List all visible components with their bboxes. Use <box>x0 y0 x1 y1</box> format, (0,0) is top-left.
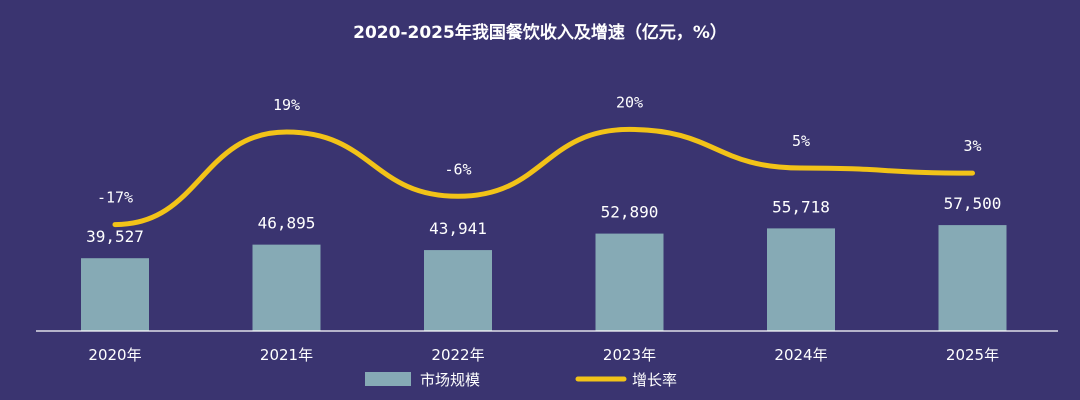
bar-2025年 <box>938 225 1007 331</box>
growth-rate-line <box>112 126 975 228</box>
bar-data-label: 57,500 <box>944 194 1002 213</box>
legend-line-label: 增长率 <box>632 371 677 389</box>
bar-2023年 <box>595 233 664 331</box>
rate-data-labels: -17% 19% -6% 20% 5% 3% <box>97 93 982 206</box>
rate-data-label: -17% <box>97 189 133 207</box>
rate-data-label: -6% <box>444 160 471 178</box>
x-tick-label: 2025年 <box>946 346 999 364</box>
x-tick-label: 2022年 <box>431 346 484 364</box>
x-tick-label: 2024年 <box>774 346 827 364</box>
bar-data-label: 46,895 <box>258 214 316 233</box>
bar-2024年 <box>767 228 835 331</box>
bar-2020年 <box>81 258 149 331</box>
rate-data-label: 19% <box>273 96 300 114</box>
bar-data-label: 52,890 <box>601 203 659 222</box>
rate-data-label: 20% <box>616 93 643 111</box>
legend-bar-label: 市场规模 <box>420 371 480 389</box>
bar-2022年 <box>424 250 492 331</box>
legend: 市场规模 增长率 <box>365 371 677 389</box>
x-tick-label: 2023年 <box>603 346 656 364</box>
rate-data-label: 5% <box>792 132 810 150</box>
legend-bar-swatch <box>365 372 411 386</box>
x-tick-label: 2021年 <box>260 346 313 364</box>
bar-2021年 <box>252 244 321 331</box>
bar-data-label: 39,527 <box>86 227 144 246</box>
bar-series <box>81 225 1007 331</box>
bar-data-labels: 39,527 46,895 43,941 52,890 55,718 57,500 <box>86 194 1001 246</box>
x-tick-labels: 2020年 2021年 2022年 2023年 2024年 2025年 <box>88 346 999 364</box>
x-tick-label: 2020年 <box>88 346 141 364</box>
bar-data-label: 43,941 <box>429 219 487 238</box>
chart-title: 2020-2025年我国餐饮收入及增速（亿元，%） <box>353 22 727 43</box>
bar-data-label: 55,718 <box>772 197 830 216</box>
rate-data-label: 3% <box>963 137 981 155</box>
